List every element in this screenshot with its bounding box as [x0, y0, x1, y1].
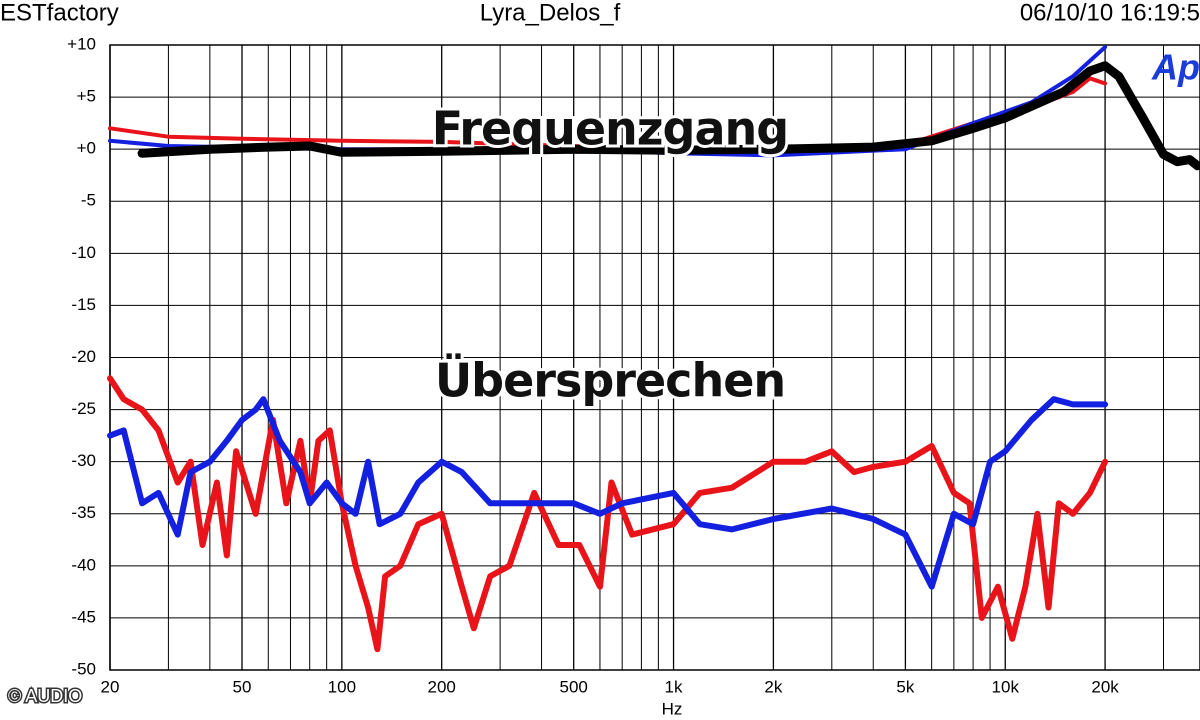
y-tick-label: -25 [71, 399, 96, 418]
header-center: Lyra_Delos_f [480, 0, 621, 26]
x-tick-label: 50 [233, 677, 252, 696]
y-tick-label: -20 [71, 347, 96, 366]
x-tick-label: 1k [665, 677, 683, 696]
x-tick-label: 20k [1091, 677, 1119, 696]
y-tick-label: -40 [71, 555, 96, 574]
y-tick-label: -5 [81, 191, 96, 210]
y-tick-label: +5 [77, 87, 96, 106]
series-line [107, 375, 1109, 653]
y-tick-label: -15 [71, 295, 96, 314]
y-tick-label: -45 [71, 607, 96, 626]
logo: Ap [1151, 47, 1200, 88]
y-tick-label: +10 [67, 34, 96, 53]
y-tick-label: -10 [71, 243, 96, 262]
header-right: 06/10/10 16:19:5 [1020, 0, 1200, 26]
x-tick-label: 500 [560, 677, 588, 696]
y-tick-label: -30 [71, 451, 96, 470]
x-tick-label: 2k [764, 677, 782, 696]
series-line [137, 61, 1200, 171]
x-tick-label: 100 [328, 677, 356, 696]
x-tick-label: 20 [101, 677, 120, 696]
header-left: ESTfactory [0, 0, 119, 26]
annotation: Frequenzgang [432, 102, 788, 156]
plot-area: 20 50 100 200 500 1k 2k 5k 10k 20k +10 +5 +0 -5 -10 -15… [67, 34, 1200, 718]
series-line [107, 396, 1109, 590]
plot-frame [109, 44, 1200, 671]
copyright: © AUDIO [8, 686, 82, 706]
x-axis-label: Hz [662, 699, 683, 718]
x-tick-label: 5k [896, 677, 914, 696]
x-tick-label: 200 [428, 677, 456, 696]
x-tick-label: 10k [992, 677, 1020, 696]
annotation: Übersprechen [435, 354, 785, 408]
y-tick-label: -35 [71, 503, 96, 522]
y-tick-label: -50 [71, 659, 96, 678]
y-tick-label: +0 [77, 139, 96, 158]
